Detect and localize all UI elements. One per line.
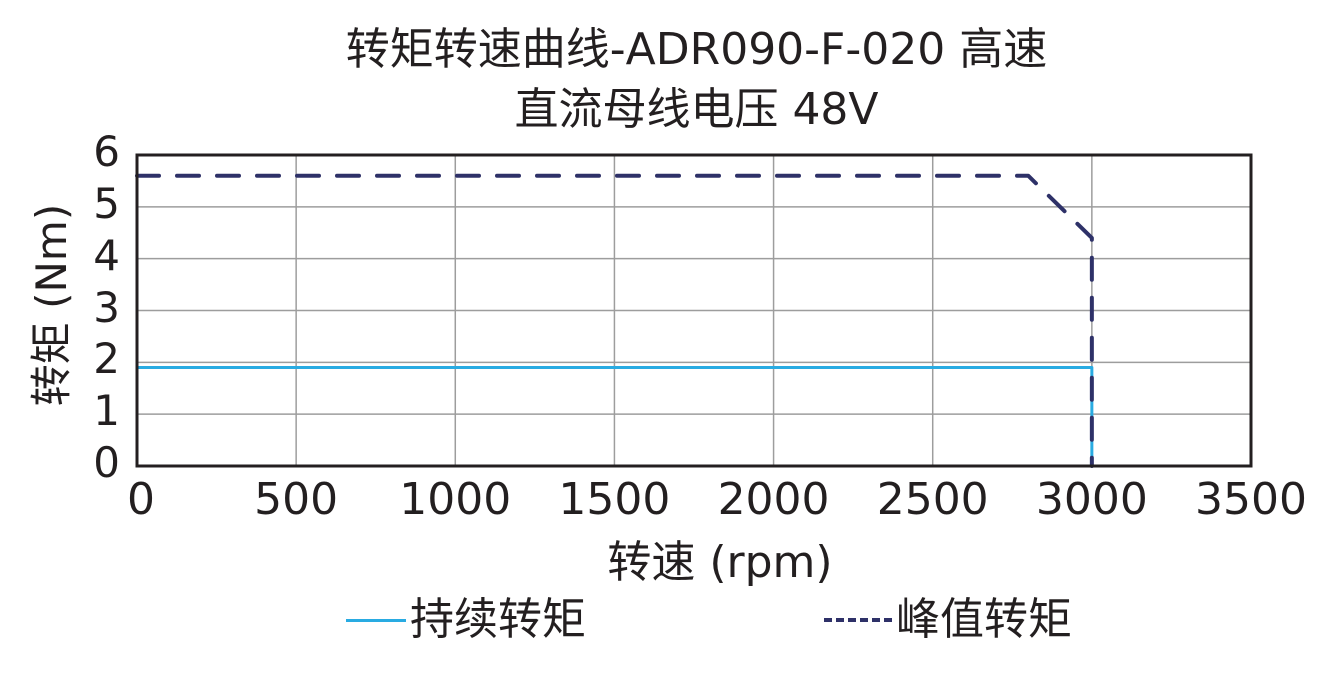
- x-tick-label: 1000: [399, 474, 512, 525]
- x-tick-label: 0: [127, 474, 155, 525]
- y-tick-label: 6: [93, 127, 120, 176]
- y-tick-label: 3: [93, 282, 120, 332]
- legend-label-peak: 峰值转矩: [896, 594, 1072, 645]
- x-axis-label: 转速 (rpm): [607, 537, 833, 588]
- y-tick-label: 2: [93, 334, 120, 384]
- x-tick-label: 3500: [1195, 474, 1307, 525]
- chart-title: 转矩转速曲线-ADR090-F-020 高速: [345, 24, 1048, 75]
- legend-item-continuous: 持续转矩: [346, 594, 586, 646]
- y-tick-label: 5: [93, 178, 120, 228]
- y-tick-label: 0: [93, 438, 120, 487]
- legend-dashed-line-icon: [824, 618, 892, 622]
- x-tick-label: 500: [254, 474, 339, 525]
- x-tick-label: 2000: [717, 474, 830, 525]
- chart-subtitle: 直流母线电压 48V: [514, 84, 879, 135]
- x-tick-label: 1500: [558, 474, 671, 525]
- x-tick-label: 2500: [876, 474, 989, 525]
- plot-frame: [135, 153, 1253, 468]
- legend-solid-line-icon: [346, 618, 406, 622]
- x-tick-label: 3000: [1035, 474, 1148, 525]
- legend-label-continuous: 持续转矩: [410, 594, 586, 645]
- y-tick-label: 1: [93, 386, 120, 436]
- legend-item-peak: 峰值转矩: [824, 594, 1072, 646]
- y-axis-label: 转矩 (Nm): [27, 203, 76, 407]
- peak-torque-line: [135, 173, 1094, 468]
- y-tick-label: 4: [93, 230, 120, 280]
